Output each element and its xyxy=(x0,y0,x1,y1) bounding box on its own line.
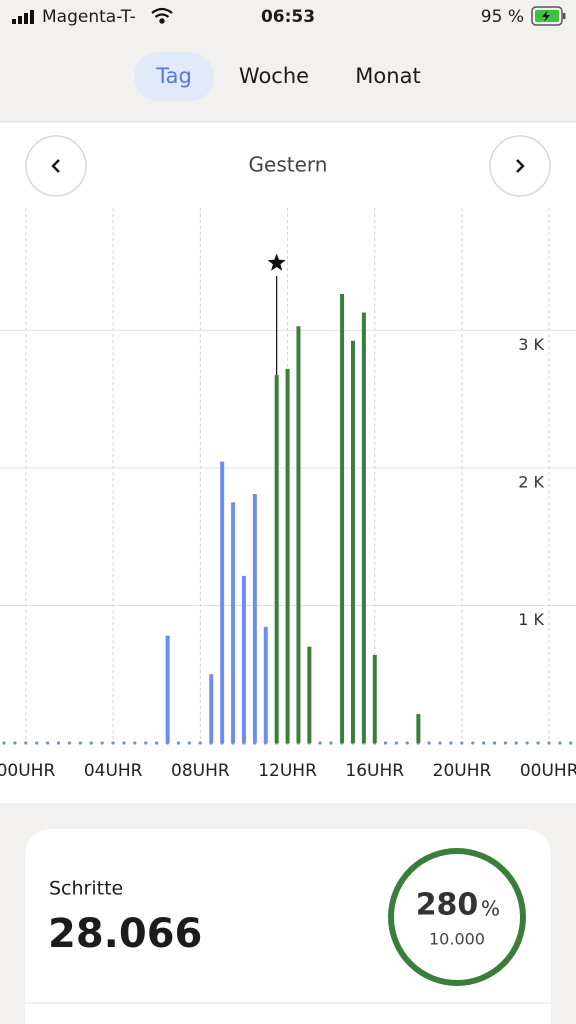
baseline-dot xyxy=(514,741,518,745)
baseline-dot xyxy=(503,741,507,745)
bar xyxy=(285,368,290,743)
baseline-dot xyxy=(2,741,6,745)
baseline-dot xyxy=(187,741,191,745)
x-tick-label: 00UHR xyxy=(520,761,576,781)
x-tick-label: 04UHR xyxy=(84,761,143,781)
step-count: 28.066 xyxy=(48,911,202,957)
bar xyxy=(165,635,170,743)
bar xyxy=(220,461,225,743)
bar xyxy=(372,654,377,743)
wifi-icon xyxy=(151,7,173,24)
goal-ring xyxy=(388,848,526,986)
baseline-dot xyxy=(35,741,39,745)
bar xyxy=(252,494,257,743)
bar xyxy=(350,340,355,743)
baseline-dot xyxy=(176,741,180,745)
goal-marker-star xyxy=(267,253,286,271)
period-title: Gestern xyxy=(249,153,328,177)
x-tick-label: 20UHR xyxy=(433,761,492,781)
baseline-dot xyxy=(122,741,126,745)
baseline-dot xyxy=(198,741,202,745)
baseline-dot xyxy=(144,741,148,745)
steps-chart: 00UHR 04UHR 08UHR 12UHR 16UHR 20UHR 00UHR 1 K 2 … xyxy=(0,208,576,781)
baseline-dot xyxy=(67,741,71,745)
prev-button[interactable] xyxy=(25,135,87,197)
baseline-dot xyxy=(482,741,486,745)
baseline-dot xyxy=(471,741,475,745)
baseline-dot xyxy=(427,741,431,745)
percent-unit: % xyxy=(481,897,500,921)
bar xyxy=(307,646,312,743)
baseline-dot xyxy=(394,741,398,745)
baseline-dot xyxy=(558,741,562,745)
baseline-dot xyxy=(438,741,442,745)
baseline-dot xyxy=(492,741,497,745)
summary-card xyxy=(25,829,551,1024)
signal-icon xyxy=(12,10,34,24)
tab[interactable]: Tag xyxy=(155,64,192,88)
baseline-dot xyxy=(56,741,61,745)
baseline-dot xyxy=(133,741,137,745)
next-button[interactable] xyxy=(489,135,551,197)
baseline-dot xyxy=(525,741,529,745)
tab[interactable]: Monat xyxy=(355,64,420,88)
tab[interactable]: Woche xyxy=(239,64,309,88)
clock: 06:53 xyxy=(261,7,315,27)
baseline-dot xyxy=(24,741,28,745)
summary-label: Schritte xyxy=(49,878,123,900)
bar xyxy=(361,312,366,743)
bar xyxy=(209,674,214,743)
baseline-dot xyxy=(318,741,322,745)
goal-percent: 280 xyxy=(416,888,479,923)
bar xyxy=(296,326,301,743)
bar xyxy=(274,375,279,743)
baseline-dot xyxy=(569,741,573,745)
x-tick-label: 12UHR xyxy=(258,761,317,781)
baseline-dot xyxy=(78,741,82,745)
bar xyxy=(263,626,268,743)
baseline-dot xyxy=(89,741,93,745)
bar xyxy=(231,502,236,743)
baseline-dot xyxy=(100,741,104,745)
y-tick-label: 1 K xyxy=(518,610,544,629)
baseline-dot xyxy=(111,741,115,745)
y-tick-label: 2 K xyxy=(518,472,544,491)
baseline-dot xyxy=(155,741,159,745)
bar xyxy=(340,293,345,743)
baseline-dot xyxy=(383,741,388,745)
baseline-dot xyxy=(46,741,50,745)
x-tick-label: 16UHR xyxy=(345,761,404,781)
carrier: Magenta-T- xyxy=(42,7,136,27)
baseline-dot xyxy=(536,741,540,745)
battery-icon xyxy=(531,6,566,26)
baseline-dot xyxy=(13,741,17,745)
baseline-dot xyxy=(547,741,551,745)
bar xyxy=(416,714,421,743)
bar xyxy=(241,575,246,743)
baseline-dot xyxy=(449,741,453,745)
y-tick-label: 3 K xyxy=(518,335,544,354)
baseline-dot xyxy=(460,741,464,745)
goal-steps: 10.000 xyxy=(429,930,485,949)
header-bg xyxy=(0,0,576,122)
tab-active-bg xyxy=(134,52,214,101)
x-tick-label: 00UHR xyxy=(0,761,55,781)
baseline-dot xyxy=(329,741,333,745)
battery-level: 95 % xyxy=(481,7,524,27)
x-tick-label: 08UHR xyxy=(171,761,230,781)
baseline-dot xyxy=(405,741,409,745)
